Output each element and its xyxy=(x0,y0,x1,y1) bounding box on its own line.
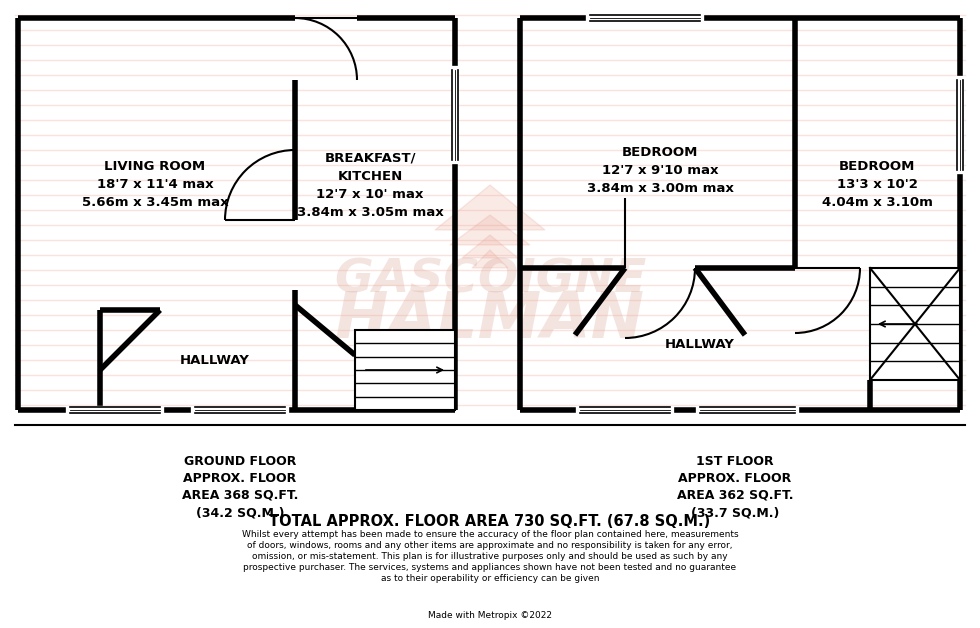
Text: HALLWAY: HALLWAY xyxy=(180,354,250,367)
Text: BREAKFAST/
KITCHEN
12'7 x 10' max
3.84m x 3.05m max: BREAKFAST/ KITCHEN 12'7 x 10' max 3.84m … xyxy=(297,151,443,219)
Text: BEDROOM
13'3 x 10'2
4.04m x 3.10m: BEDROOM 13'3 x 10'2 4.04m x 3.10m xyxy=(821,161,932,210)
Text: BEDROOM
12'7 x 9'10 max
3.84m x 3.00m max: BEDROOM 12'7 x 9'10 max 3.84m x 3.00m ma… xyxy=(587,146,733,195)
Polygon shape xyxy=(450,215,530,245)
Polygon shape xyxy=(472,250,508,268)
Polygon shape xyxy=(435,185,545,230)
Text: HALMAN: HALMAN xyxy=(335,289,645,351)
Text: LIVING ROOM
18'7 x 11'4 max
5.66m x 3.45m max: LIVING ROOM 18'7 x 11'4 max 5.66m x 3.45… xyxy=(81,161,228,210)
Text: GASCOIGNE: GASCOIGNE xyxy=(334,257,646,303)
Bar xyxy=(355,330,455,410)
Text: GROUND FLOOR
APPROX. FLOOR
AREA 368 SQ.FT.
(34.2 SQ.M.): GROUND FLOOR APPROX. FLOOR AREA 368 SQ.F… xyxy=(182,455,298,519)
Bar xyxy=(870,268,960,380)
Text: Whilst every attempt has been made to ensure the accuracy of the floor plan cont: Whilst every attempt has been made to en… xyxy=(242,530,738,583)
Text: TOTAL APPROX. FLOOR AREA 730 SQ.FT. (67.8 SQ.M.): TOTAL APPROX. FLOOR AREA 730 SQ.FT. (67.… xyxy=(270,514,710,529)
Polygon shape xyxy=(462,235,518,258)
Text: 1ST FLOOR
APPROX. FLOOR
AREA 362 SQ.FT.
(33.7 SQ.M.): 1ST FLOOR APPROX. FLOOR AREA 362 SQ.FT. … xyxy=(677,455,793,519)
Text: Made with Metropix ©2022: Made with Metropix ©2022 xyxy=(428,612,552,620)
Text: HALLWAY: HALLWAY xyxy=(665,338,735,352)
